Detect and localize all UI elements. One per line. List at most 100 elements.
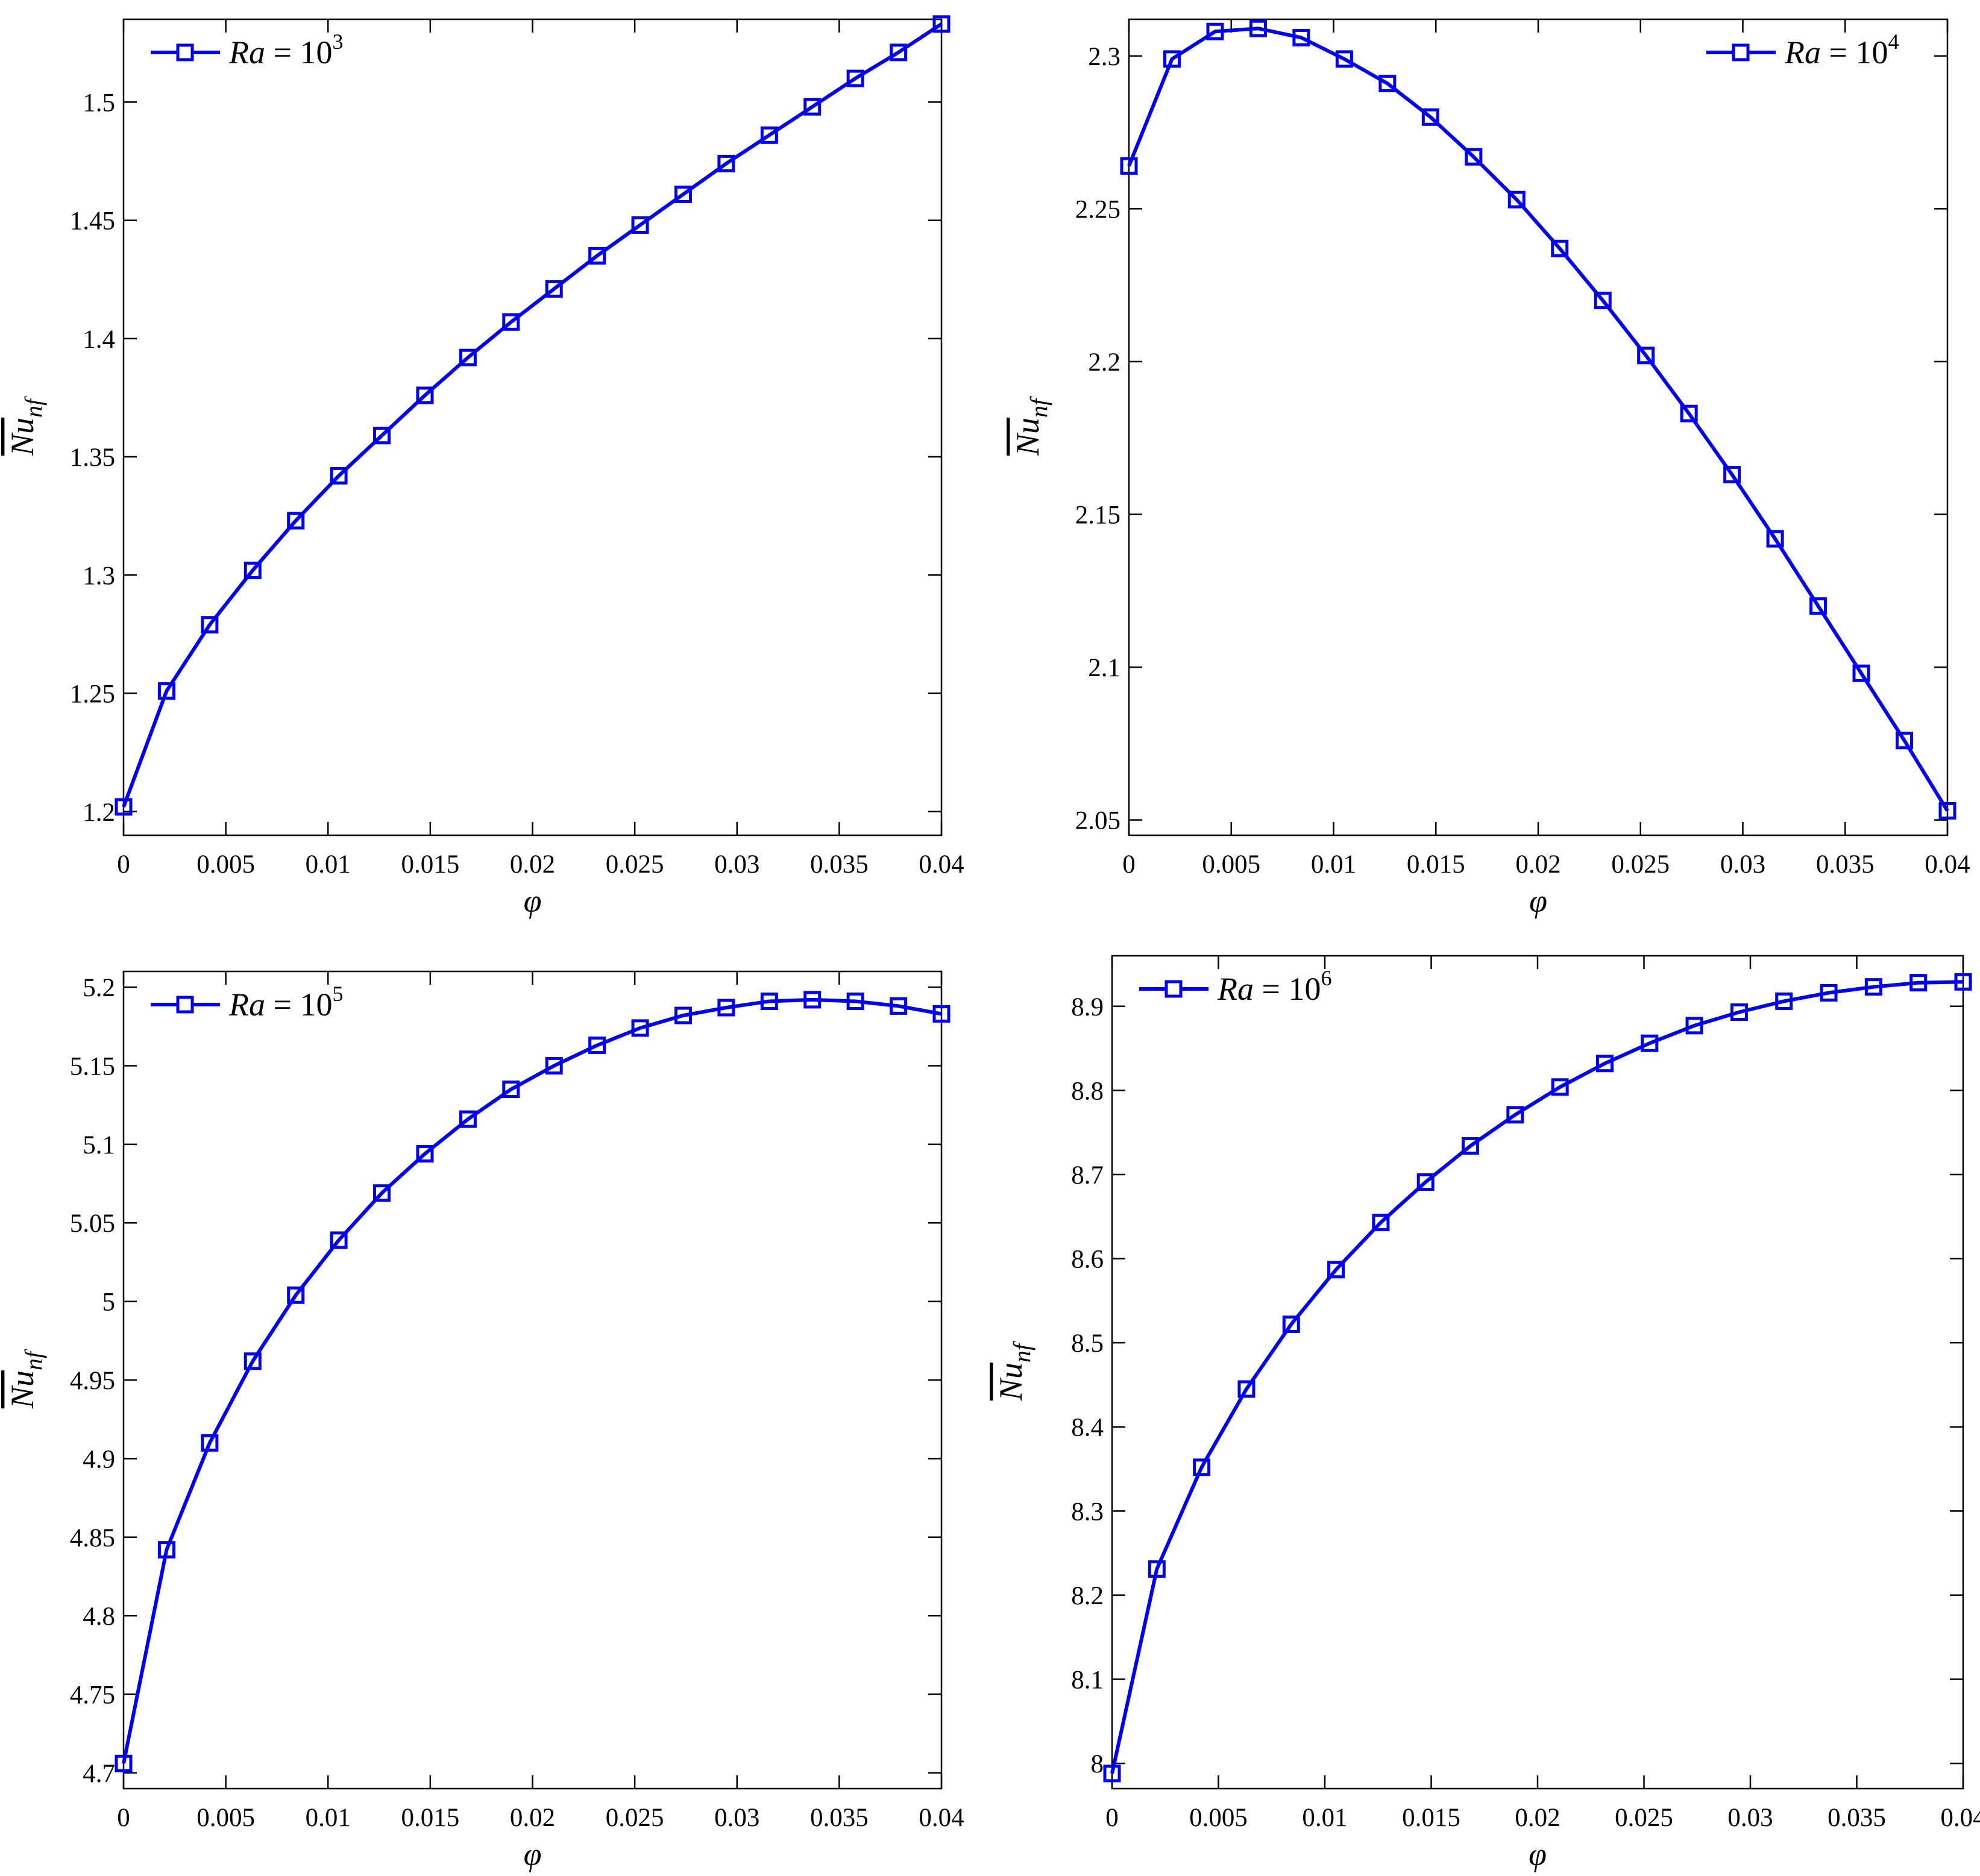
- data-point-marker: [1723, 466, 1741, 484]
- y-tick-label: 1.5: [83, 89, 115, 117]
- y-axis-label-subscript: nf: [20, 396, 47, 418]
- data-point-marker: [201, 616, 219, 634]
- x-tick-label: 0.005: [196, 1804, 255, 1832]
- legend-marker-sample: [1164, 980, 1183, 998]
- x-tick-label: 0.03: [1720, 850, 1765, 879]
- data-point-marker: [373, 427, 391, 445]
- data-point-marker: [1595, 1055, 1614, 1073]
- data-point-marker: [459, 348, 477, 366]
- data-point-marker: [1237, 1380, 1256, 1398]
- y-tick-label: 2.3: [1088, 43, 1120, 71]
- data-point-marker: [1249, 19, 1267, 37]
- legend-label: Ra = 105: [228, 982, 343, 1023]
- x-tick-label: 0.04: [1925, 850, 1970, 879]
- data-point-marker: [846, 993, 864, 1011]
- data-point-marker: [1193, 1458, 1211, 1476]
- data-point-marker: [244, 1352, 262, 1370]
- data-point-marker: [1335, 50, 1353, 68]
- legend-label: Ra = 103: [228, 30, 343, 71]
- data-point-marker: [545, 280, 563, 298]
- x-tick-label: 0.02: [510, 850, 555, 879]
- data-point-marker: [1465, 148, 1483, 166]
- data-point-marker: [1594, 292, 1612, 310]
- y-tick-label: 8.3: [1071, 1498, 1104, 1526]
- y-tick-label: 5.1: [83, 1131, 115, 1159]
- data-point-marker: [1148, 1560, 1166, 1578]
- data-point-marker: [1852, 664, 1870, 682]
- y-axis-label-main: Nu: [1010, 418, 1046, 456]
- y-axis-label: Nunf: [4, 1349, 47, 1409]
- y-tick-label: 1.3: [83, 562, 115, 590]
- data-point-marker: [1730, 1003, 1748, 1021]
- data-point-marker: [502, 313, 520, 331]
- x-tick-label: 0.005: [196, 850, 255, 879]
- data-point-marker: [1766, 530, 1784, 548]
- x-tick-label: 0.02: [1515, 850, 1560, 879]
- y-tick-label: 5.2: [83, 974, 115, 1002]
- x-tick-label: 0.025: [606, 850, 664, 879]
- data-point-marker: [1809, 597, 1828, 615]
- data-point-marker: [1896, 732, 1914, 750]
- chart-panel-3: 0 0.005 0.01 0.015 0.02 0.025 0.03 0.035 0.04 4.7…: [4, 970, 964, 1872]
- data-point-marker: [459, 1110, 477, 1128]
- data-point-marker: [631, 216, 649, 234]
- data-point-marker: [1506, 1106, 1524, 1124]
- x-tick-label: 0.035: [810, 1804, 869, 1832]
- data-point-marker: [1421, 108, 1439, 126]
- y-axis-label: Nunf: [993, 1341, 1036, 1401]
- x-tick-label: 0.01: [306, 850, 351, 879]
- x-axis-label: φ: [1529, 883, 1547, 919]
- y-tick-label: 1.2: [83, 798, 115, 827]
- data-point-marker: [545, 1056, 563, 1074]
- data-point-marker: [717, 999, 735, 1017]
- chart-panel-2: 0 0.005 0.01 0.015 0.02 0.025 0.03 0.035 0.04 2.0…: [1010, 18, 1970, 919]
- y-tick-label: 5.15: [70, 1052, 115, 1081]
- y-tick-label: 1.45: [70, 207, 115, 236]
- x-axis-label: φ: [1529, 1836, 1547, 1872]
- data-point-marker: [373, 1184, 391, 1202]
- data-point-marker: [1685, 1017, 1703, 1035]
- legend-label: Ra = 106: [1217, 966, 1331, 1007]
- data-point-marker: [803, 98, 822, 116]
- data-point-marker: [631, 1019, 649, 1037]
- data-point-marker: [1327, 1261, 1345, 1279]
- x-tick-label: 0.04: [919, 850, 964, 879]
- x-tick-label: 0.04: [919, 1804, 964, 1832]
- data-point-marker: [1680, 404, 1698, 422]
- x-tick-label: 0.015: [1402, 1804, 1460, 1832]
- legend: Ra = 105: [151, 982, 343, 1023]
- chart-panel-4: 0 0.005 0.01 0.015 0.02 0.025 0.03 0.035 0.04 8 8.…: [993, 955, 1980, 1872]
- x-tick-label: 0.01: [1311, 850, 1356, 879]
- y-tick-label: 1.35: [70, 444, 115, 472]
- data-point-marker: [1551, 1078, 1569, 1096]
- y-tick-label: 5: [102, 1288, 116, 1317]
- data-point-marker: [1551, 239, 1569, 257]
- x-tick-label: 0.03: [714, 1804, 759, 1832]
- y-tick-label: 4.85: [70, 1524, 115, 1552]
- data-point-marker: [287, 512, 305, 530]
- chart-panel-1: 0 0.005 0.01 0.015 0.02 0.025 0.03 0.035 0.04 1.2…: [4, 15, 964, 919]
- y-tick-label: 1.25: [70, 680, 115, 709]
- y-axis-label-main: Nu: [993, 1363, 1029, 1401]
- x-tick-label: 0.02: [510, 1804, 555, 1832]
- data-point-marker: [1507, 190, 1526, 209]
- y-tick-label: 4.8: [83, 1602, 115, 1631]
- data-point-marker: [157, 1541, 175, 1559]
- x-tick-label: 0: [1122, 850, 1136, 879]
- y-axis-label: Nunf: [4, 396, 47, 456]
- legend: Ra = 103: [151, 30, 343, 71]
- x-tick-label: 0.04: [1940, 1804, 1980, 1832]
- y-tick-label: 8.7: [1071, 1161, 1104, 1190]
- data-point-marker: [717, 154, 735, 172]
- y-tick-label: 8.4: [1071, 1414, 1104, 1442]
- data-point-marker: [846, 69, 864, 87]
- data-point-marker: [588, 246, 606, 265]
- data-point-marker: [201, 1434, 219, 1452]
- data-point-marker: [330, 466, 348, 485]
- data-point-marker: [1864, 978, 1882, 996]
- data-point-marker: [1282, 1315, 1300, 1333]
- data-point-marker: [115, 1754, 133, 1772]
- data-point-marker: [1909, 974, 1928, 992]
- y-tick-label: 4.75: [70, 1681, 115, 1710]
